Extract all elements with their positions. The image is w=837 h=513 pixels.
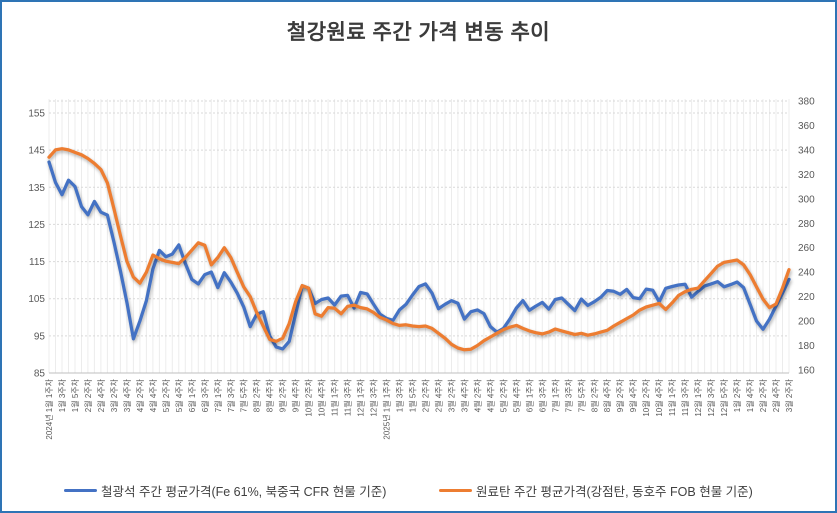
svg-text:240: 240 xyxy=(798,268,815,279)
legend-item-coking-coal[interactable]: 원료탄 주간 평균가격(강점탄, 동호주 FOB 현물 기준) xyxy=(439,481,753,500)
svg-text:85: 85 xyxy=(34,369,46,380)
svg-text:155: 155 xyxy=(28,109,45,120)
legend-label-iron-ore: 철광석 주간 평균가격(Fe 61%, 북중국 CFR 현물 기준) xyxy=(101,485,387,499)
svg-text:1월 4주차: 1월 4주차 xyxy=(745,378,755,412)
svg-text:10월 4주차: 10월 4주차 xyxy=(317,378,327,416)
left-axis-tick-labels: 155 145 135 125 115 105 95 85 xyxy=(28,109,45,380)
svg-text:340: 340 xyxy=(798,145,815,156)
svg-text:12월 1주차: 12월 1주차 xyxy=(356,378,366,416)
svg-text:8월 2주차: 8월 2주차 xyxy=(589,378,599,412)
svg-text:9월 4주차: 9월 4주차 xyxy=(628,378,638,412)
svg-text:1월 2주차: 1월 2주차 xyxy=(732,378,742,412)
svg-text:360: 360 xyxy=(798,121,815,132)
svg-text:2025년 1월 1주차: 2025년 1월 1주차 xyxy=(382,378,392,439)
legend-label-coking-coal: 원료탄 주간 평균가격(강점탄, 동호주 FOB 현물 기준) xyxy=(476,485,753,499)
svg-text:12월 3주차: 12월 3주차 xyxy=(369,378,379,416)
svg-text:4월 4주차: 4월 4주차 xyxy=(148,378,158,412)
svg-text:9월 4주차: 9월 4주차 xyxy=(291,378,301,412)
svg-text:135: 135 xyxy=(28,183,45,194)
svg-text:5월 4주차: 5월 4주차 xyxy=(511,378,521,412)
svg-text:125: 125 xyxy=(28,220,45,231)
svg-text:9월 2주차: 9월 2주차 xyxy=(615,378,625,412)
svg-text:10월 2주차: 10월 2주차 xyxy=(641,378,651,416)
series-line-iron-ore[interactable] xyxy=(47,160,791,351)
svg-text:11월 3주차: 11월 3주차 xyxy=(680,378,690,416)
svg-text:6월 3주차: 6월 3주차 xyxy=(537,378,547,412)
svg-text:11월 1주차: 11월 1주차 xyxy=(330,378,340,416)
category-stripes xyxy=(48,99,790,373)
svg-text:220: 220 xyxy=(798,292,815,303)
svg-text:5월 4주차: 5월 4주차 xyxy=(174,378,184,412)
svg-text:7월 3주차: 7월 3주차 xyxy=(563,378,573,412)
svg-text:12월 3주차: 12월 3주차 xyxy=(706,378,716,416)
svg-text:7월 3주차: 7월 3주차 xyxy=(226,378,236,412)
svg-text:7월 5주차: 7월 5주차 xyxy=(576,378,586,412)
svg-text:5월 2주차: 5월 2주차 xyxy=(161,378,171,412)
svg-text:4월 2주차: 4월 2주차 xyxy=(135,378,145,412)
svg-text:300: 300 xyxy=(798,194,815,205)
svg-text:6월 1주차: 6월 1주차 xyxy=(187,378,197,412)
svg-text:2월 2주차: 2월 2주차 xyxy=(421,378,431,412)
svg-text:3월 2주차: 3월 2주차 xyxy=(784,378,794,412)
svg-text:11월 3주차: 11월 3주차 xyxy=(343,378,353,416)
svg-text:3월 2주차: 3월 2주차 xyxy=(447,378,457,412)
svg-text:380: 380 xyxy=(798,97,815,108)
svg-text:5월 2주차: 5월 2주차 xyxy=(498,378,508,412)
svg-text:6월 1주차: 6월 1주차 xyxy=(524,378,534,412)
legend-item-iron-ore[interactable]: 철광석 주간 평균가격(Fe 61%, 북중국 CFR 현물 기준) xyxy=(64,481,386,500)
svg-text:12월 1주차: 12월 1주차 xyxy=(693,378,703,416)
svg-text:8월 4주차: 8월 4주차 xyxy=(265,378,275,412)
svg-text:6월 3주차: 6월 3주차 xyxy=(200,378,210,412)
svg-text:2024년 1월 1주차: 2024년 1월 1주차 xyxy=(44,378,54,439)
svg-text:3월 4주차: 3월 4주차 xyxy=(122,378,132,412)
chart-title: 철강원료 주간 가격 변동 추이 xyxy=(286,21,551,44)
svg-text:200: 200 xyxy=(798,317,815,328)
svg-text:95: 95 xyxy=(34,331,46,342)
svg-text:3월 4주차: 3월 4주차 xyxy=(459,378,469,412)
svg-text:4월 4주차: 4월 4주차 xyxy=(485,378,495,412)
svg-text:1월 5주차: 1월 5주차 xyxy=(408,378,418,412)
svg-text:3월 2주차: 3월 2주차 xyxy=(109,378,119,412)
right-axis-tick-labels: 380 360 340 320 300 280 260 240 220 200 180 160 xyxy=(798,97,815,377)
svg-text:260: 260 xyxy=(798,243,815,254)
svg-text:180: 180 xyxy=(798,341,815,352)
svg-text:2월 4주차: 2월 4주차 xyxy=(96,378,106,412)
svg-text:10월 4주차: 10월 4주차 xyxy=(654,378,664,416)
x-axis-tick-labels: 2024년 1월 1주차 1월 3주차 1월 5주차 2월 2주차 2월 4주차 3월 2… xyxy=(44,378,794,439)
svg-text:7월 5주차: 7월 5주차 xyxy=(239,378,249,412)
svg-text:145: 145 xyxy=(28,146,45,157)
svg-text:1월 3주차: 1월 3주차 xyxy=(395,378,405,412)
svg-text:280: 280 xyxy=(798,219,815,230)
svg-text:4월 2주차: 4월 2주차 xyxy=(472,378,482,412)
svg-text:160: 160 xyxy=(798,366,815,377)
svg-text:11월 1주차: 11월 1주차 xyxy=(667,378,677,416)
svg-text:2월 2주차: 2월 2주차 xyxy=(758,378,768,412)
svg-text:7월 1주차: 7월 1주차 xyxy=(213,378,223,412)
svg-text:10월 2주차: 10월 2주차 xyxy=(304,378,314,416)
svg-text:115: 115 xyxy=(29,257,45,268)
svg-text:8월 2주차: 8월 2주차 xyxy=(252,378,262,412)
series-line-coking-coal[interactable] xyxy=(47,147,791,352)
svg-text:1월 3주차: 1월 3주차 xyxy=(57,378,67,412)
svg-text:7월 1주차: 7월 1주차 xyxy=(550,378,560,412)
svg-text:2월 4주차: 2월 4주차 xyxy=(771,378,781,412)
chart-plot: 155 145 135 125 115 105 95 85 380 360 340 320 300 280… xyxy=(28,97,815,440)
svg-text:320: 320 xyxy=(798,170,815,181)
iron-ore-line-swatch xyxy=(64,488,97,493)
svg-text:2월 4주차: 2월 4주차 xyxy=(434,378,444,412)
coking-coal-line-swatch xyxy=(439,488,472,493)
svg-text:12월 5주차: 12월 5주차 xyxy=(719,378,729,416)
svg-text:9월 2주차: 9월 2주차 xyxy=(278,378,288,412)
svg-text:8월 4주차: 8월 4주차 xyxy=(602,378,612,412)
svg-text:105: 105 xyxy=(28,294,45,305)
svg-text:2월 2주차: 2월 2주차 xyxy=(83,378,93,412)
svg-text:1월 5주차: 1월 5주차 xyxy=(70,378,80,412)
